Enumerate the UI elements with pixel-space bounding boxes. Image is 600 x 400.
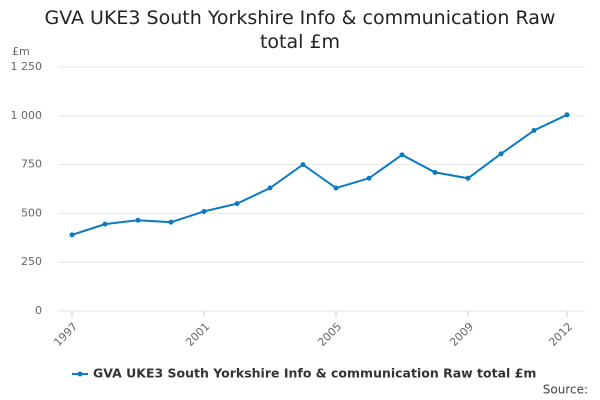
point bbox=[465, 175, 471, 181]
y-tick-label: 500 bbox=[21, 206, 42, 219]
point bbox=[399, 152, 405, 158]
x-tick-label: 2001 bbox=[183, 320, 212, 349]
y-axis-label: £m bbox=[12, 45, 30, 58]
point bbox=[135, 217, 141, 223]
point bbox=[366, 175, 372, 181]
x-tick-label: 2005 bbox=[315, 320, 344, 349]
y-tick-label: 1 250 bbox=[11, 60, 43, 73]
legend-label: GVA UKE3 South Yorkshire Info & communic… bbox=[93, 366, 536, 381]
y-tick-label: 1 000 bbox=[11, 109, 43, 122]
x-tick-label: 2012 bbox=[546, 320, 575, 349]
point bbox=[267, 185, 273, 191]
line bbox=[71, 113, 568, 236]
y-tick-label: 250 bbox=[21, 255, 42, 268]
chart-title: GVA UKE3 South Yorkshire Info & communic… bbox=[44, 7, 556, 53]
point bbox=[432, 169, 438, 175]
x-tick-label: 1997 bbox=[51, 320, 80, 349]
x-tick-label: 2009 bbox=[447, 320, 476, 349]
source: Source: bbox=[543, 383, 588, 397]
point bbox=[564, 112, 570, 118]
point bbox=[69, 232, 75, 238]
legend-marker bbox=[77, 371, 83, 377]
point bbox=[498, 151, 504, 157]
y-tick-label: 750 bbox=[21, 158, 42, 171]
point bbox=[102, 221, 108, 227]
y-tick-label: 0 bbox=[35, 304, 42, 317]
point bbox=[300, 162, 306, 168]
point bbox=[531, 127, 537, 133]
point bbox=[333, 185, 339, 191]
point bbox=[201, 208, 207, 214]
point bbox=[168, 219, 174, 225]
point bbox=[234, 201, 240, 207]
